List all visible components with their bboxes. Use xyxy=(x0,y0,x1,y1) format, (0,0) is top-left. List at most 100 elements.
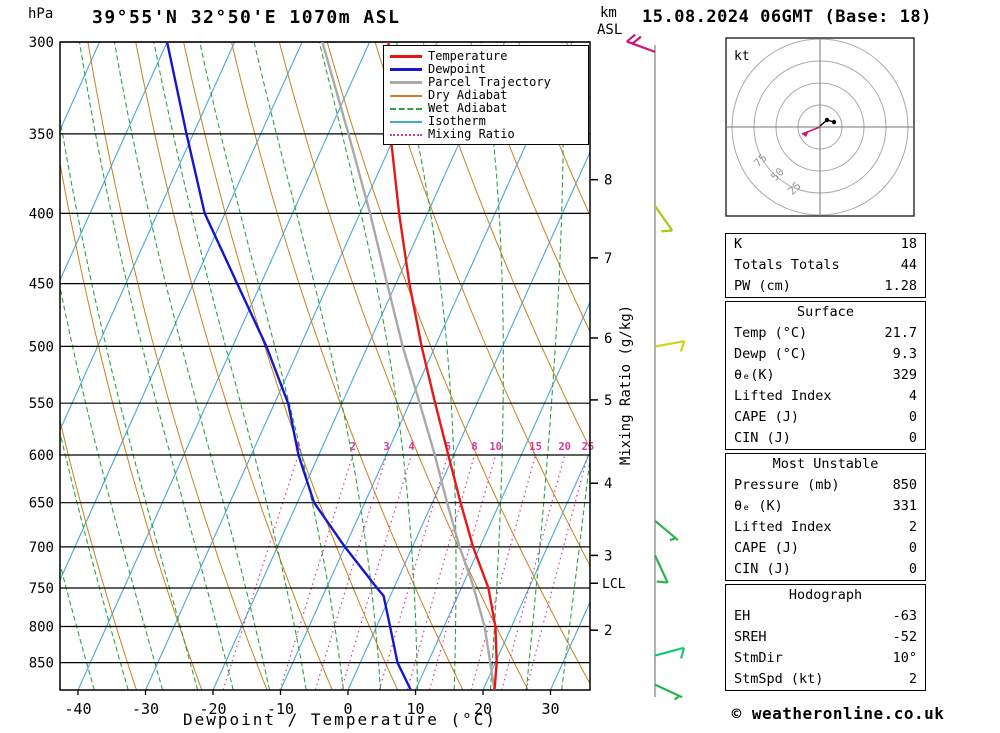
stats-row: Lifted Index 2 xyxy=(726,517,925,538)
pressure-unit-label: hPa xyxy=(28,6,54,22)
km-axis: 8 7 6 5 4 3 2 LCL xyxy=(590,173,626,639)
legend-line-swatch xyxy=(390,120,422,123)
plot-border xyxy=(59,41,591,691)
svg-text:5: 5 xyxy=(604,393,612,409)
legend-label: Isotherm xyxy=(428,114,486,128)
stat-label: SREH xyxy=(734,629,767,645)
temperature-tick-labels: -40 -30 -20 -10 0 10 20 30 xyxy=(64,700,559,718)
stat-label: CAPE (J) xyxy=(734,540,800,556)
wind-barb xyxy=(654,646,686,659)
svg-text:-20: -20 xyxy=(199,700,226,718)
dewpoint-curve xyxy=(165,42,412,690)
stats-row: EH -63 xyxy=(726,606,925,627)
stat-value: 4 xyxy=(908,388,917,404)
svg-text:6: 6 xyxy=(604,331,612,347)
stats-row: StmSpd (kt) 2 xyxy=(726,669,925,690)
km-unit-label: km xyxy=(600,5,617,21)
stats-row: CIN (J) 0 xyxy=(726,428,925,449)
svg-text:20: 20 xyxy=(558,441,571,453)
asl-unit-label: ASL xyxy=(597,22,623,38)
stat-value: -52 xyxy=(892,629,917,645)
svg-text:0: 0 xyxy=(343,700,352,718)
svg-text:400: 400 xyxy=(29,206,54,222)
temperature-ticks xyxy=(77,690,552,695)
hodograph-trace-dot xyxy=(824,117,830,123)
wind-barb xyxy=(654,519,679,542)
svg-text:10: 10 xyxy=(489,441,502,453)
svg-text:700: 700 xyxy=(29,540,54,556)
svg-text:-10: -10 xyxy=(267,700,294,718)
svg-text:3: 3 xyxy=(604,548,612,564)
stat-label: θₑ(K) xyxy=(734,367,775,383)
dry-adiabat-lines xyxy=(60,42,590,690)
svg-text:8: 8 xyxy=(604,173,612,189)
svg-text:6: 6 xyxy=(445,441,451,453)
svg-text:750: 750 xyxy=(29,581,54,597)
stats-table: K 18 Totals Totals 44 PW (cm) 1.28 xyxy=(725,233,926,298)
legend-item: Mixing Ratio xyxy=(390,128,584,141)
stat-value: 331 xyxy=(892,498,917,514)
stat-label: Totals Totals xyxy=(734,257,840,273)
svg-text:3: 3 xyxy=(383,441,389,453)
stats-table: Most Unstable Pressure (mb) 850 θₑ (K) 331 Li… xyxy=(725,453,926,581)
legend-item: Dewpoint xyxy=(390,63,584,76)
legend-label: Temperature xyxy=(428,49,508,63)
stat-label: Pressure (mb) xyxy=(734,477,840,493)
legend-label: Parcel Trajectory xyxy=(428,75,551,89)
legend-line-swatch xyxy=(390,107,422,110)
stat-value: -63 xyxy=(892,608,917,624)
stats-row: Lifted Index 4 xyxy=(726,386,925,407)
stat-label: EH xyxy=(734,608,751,624)
stat-label: K xyxy=(734,236,743,252)
svg-text:10: 10 xyxy=(406,700,424,718)
stat-value: 18 xyxy=(900,236,917,252)
wind-barb xyxy=(654,554,669,584)
svg-text:4: 4 xyxy=(408,441,414,453)
stats-table-header: Surface xyxy=(797,304,854,320)
svg-text:500: 500 xyxy=(29,339,54,355)
svg-text:650: 650 xyxy=(29,496,54,512)
svg-text:850: 850 xyxy=(29,656,54,672)
stats-table: Surface Temp (°C) 21.7 Dewp (°C) 9.3 θₑ(K) 329… xyxy=(725,301,926,450)
mixing-ratio-axis-label: Mixing Ratio (g/kg) xyxy=(618,305,634,465)
svg-text:20: 20 xyxy=(474,700,492,718)
svg-text:4: 4 xyxy=(604,476,612,492)
stat-label: StmDir xyxy=(734,650,783,666)
svg-text:550: 550 xyxy=(29,396,54,412)
stat-value: 1.28 xyxy=(884,278,917,294)
stat-value: 2 xyxy=(908,671,917,687)
stat-label: Lifted Index xyxy=(734,519,832,535)
stat-value: 850 xyxy=(892,477,917,493)
svg-text:300: 300 xyxy=(29,35,54,51)
legend-line-swatch xyxy=(390,94,422,97)
stats-row: Dewp (°C) 9.3 xyxy=(726,344,925,365)
wind-barb xyxy=(654,683,683,701)
stat-label: Temp (°C) xyxy=(734,325,808,341)
wet-adiabat-lines xyxy=(60,42,590,690)
stats-row: Temp (°C) 21.7 xyxy=(726,323,925,344)
svg-text:25: 25 xyxy=(582,441,595,453)
svg-text:600: 600 xyxy=(29,448,54,464)
stats-table-header: Most Unstable xyxy=(772,456,879,472)
stat-label: CIN (J) xyxy=(734,561,791,577)
lcl-label: LCL xyxy=(602,577,626,592)
stat-label: StmSpd (kt) xyxy=(734,671,824,687)
stats-row: PW (cm) 1.28 xyxy=(726,276,925,297)
wind-barb xyxy=(654,205,674,233)
legend-item: Wet Adiabat xyxy=(390,102,584,115)
svg-text:2: 2 xyxy=(350,441,356,453)
stats-row: K 18 xyxy=(726,234,925,255)
legend-item: Dry Adiabat xyxy=(390,89,584,102)
legend-item: Temperature xyxy=(390,50,584,63)
stat-value: 329 xyxy=(892,367,917,383)
stat-label: θₑ (K) xyxy=(734,498,783,514)
legend: Temperature Dewpoint Parcel Trajectory Dry … xyxy=(383,45,589,145)
stat-value: 0 xyxy=(908,409,917,425)
legend-item: Parcel Trajectory xyxy=(390,76,584,89)
stat-value: 21.7 xyxy=(884,325,917,341)
wind-barbs xyxy=(626,33,686,701)
temperature-curve xyxy=(387,42,498,690)
